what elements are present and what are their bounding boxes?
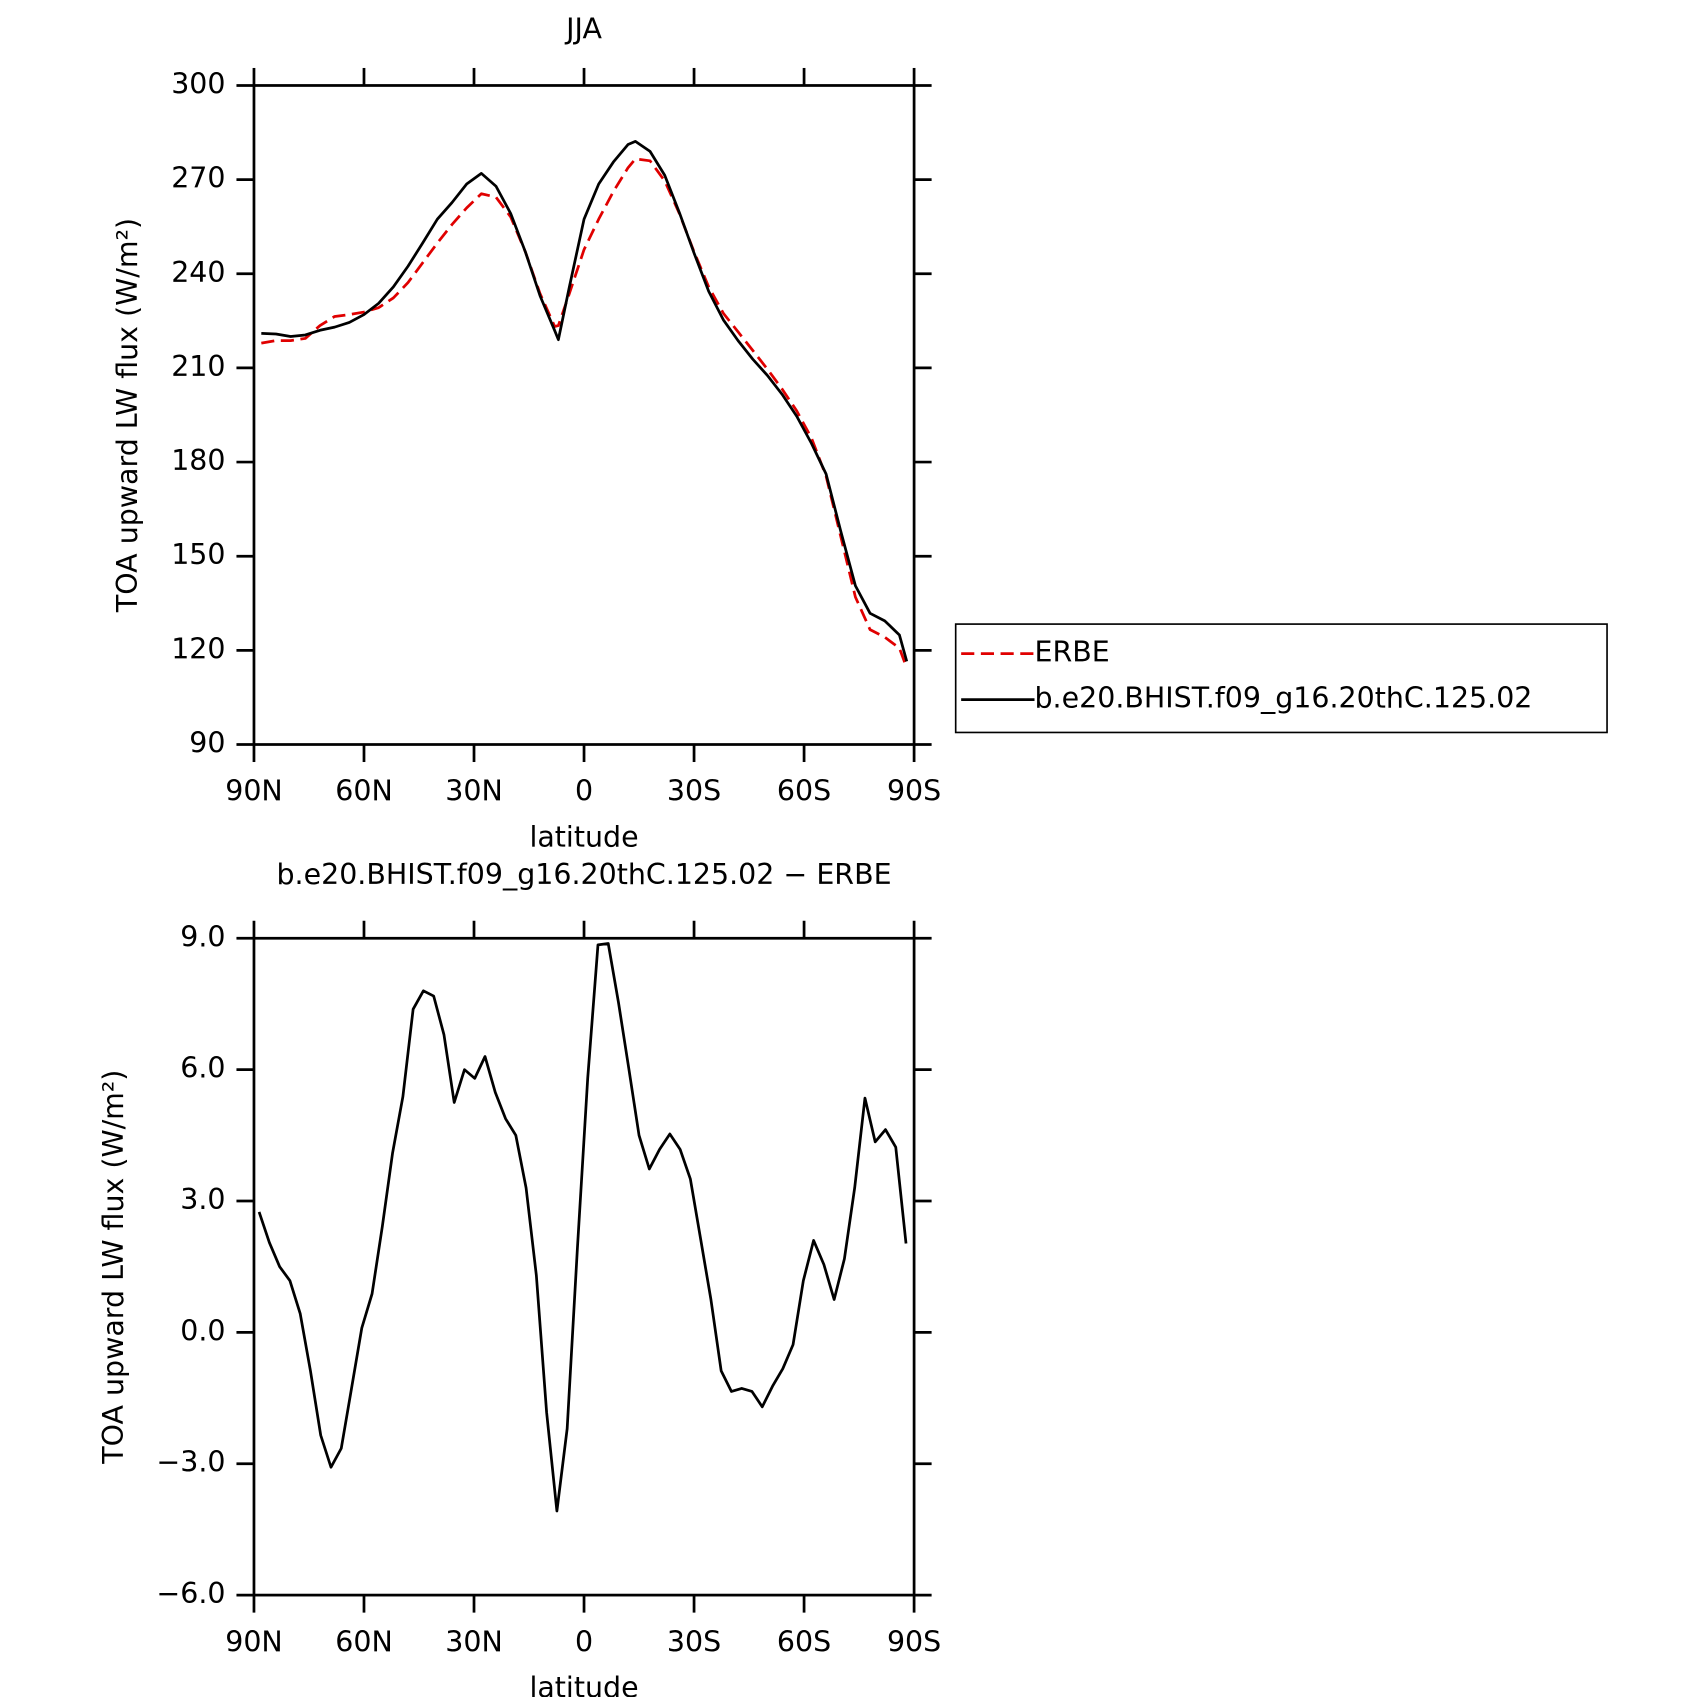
x-tick-label: 90N	[225, 775, 283, 808]
legend-label: ERBE	[1035, 636, 1110, 669]
x-tick-label: 30N	[445, 1625, 503, 1658]
y-tick-label: 150	[171, 538, 225, 571]
x-tick-label: 0	[575, 775, 593, 808]
x-tick-label: 60S	[777, 775, 831, 808]
chart-title: JJA	[564, 13, 602, 46]
series-line	[261, 157, 909, 669]
legend-label: b.e20.BHIST.f09_g16.20thC.125.02	[1035, 682, 1533, 715]
y-tick-label: 120	[171, 632, 225, 665]
x-tick-label: 0	[575, 1625, 593, 1658]
y-tick-label: 3.0	[180, 1183, 225, 1216]
y-tick-label: −6.0	[156, 1577, 225, 1610]
x-tick-label: 30N	[445, 775, 503, 808]
x-axis-label: latitude	[529, 821, 638, 854]
plot-frame	[252, 936, 916, 1597]
x-tick-label: 60N	[335, 1625, 393, 1658]
x-tick-label: 60S	[777, 1625, 831, 1658]
y-axis-label: TOA upward LW flux (W/m²)	[111, 218, 144, 613]
chart-title: b.e20.BHIST.f09_g16.20thC.125.02 − ERBE	[276, 858, 891, 891]
legend-box	[954, 623, 1608, 734]
y-tick-label: 210	[171, 350, 225, 383]
y-tick-label: 270	[171, 162, 225, 195]
y-tick-label: 240	[171, 256, 225, 289]
y-tick-label: 9.0	[180, 920, 225, 953]
x-tick-label: 30S	[667, 1625, 721, 1658]
series-line	[261, 139, 909, 662]
y-tick-label: 300	[171, 67, 225, 100]
y-axis-label: TOA upward LW flux (W/m²)	[97, 1070, 130, 1465]
x-tick-label: 30S	[667, 775, 721, 808]
plot-frame	[252, 84, 916, 746]
x-axis-label: latitude	[529, 1671, 638, 1697]
y-tick-label: 180	[171, 444, 225, 477]
x-tick-label: 90S	[887, 775, 941, 808]
series-line	[257, 942, 908, 1513]
y-tick-label: 0.0	[180, 1314, 225, 1347]
x-tick-label: 90N	[225, 1625, 283, 1658]
y-tick-label: −3.0	[156, 1446, 225, 1479]
x-tick-label: 60N	[335, 775, 393, 808]
x-tick-label: 90S	[887, 1625, 941, 1658]
y-tick-label: 90	[189, 727, 225, 760]
y-tick-label: 6.0	[180, 1052, 225, 1085]
